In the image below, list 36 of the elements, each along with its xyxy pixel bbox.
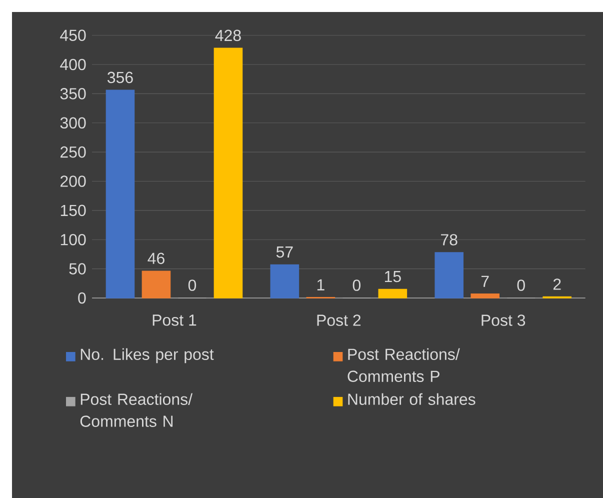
y-tick-label: 200 <box>60 176 86 187</box>
y-tick-label: 250 <box>60 146 86 158</box>
data-label: 0 <box>352 280 360 291</box>
bar <box>270 264 300 298</box>
legend-label: Number of shares <box>348 393 476 405</box>
x-tick-label: Post 3 <box>482 314 526 326</box>
y-tick-label: 400 <box>60 58 86 70</box>
data-label: 57 <box>276 246 293 258</box>
legend-label: Post Reactions/ Comments N <box>80 393 193 427</box>
legend-label: Post Reactions/ Comments P <box>348 348 460 382</box>
data-label: 0 <box>517 280 525 291</box>
bar <box>214 48 243 298</box>
data-label: 15 <box>384 271 401 282</box>
y-tick-label: 300 <box>60 117 86 129</box>
bar <box>470 294 500 298</box>
data-label: 428 <box>215 30 241 42</box>
x-tick-label: Post 2 <box>317 314 361 326</box>
y-tick-label: 450 <box>60 30 86 41</box>
data-label: 7 <box>481 276 489 287</box>
y-tick-label: 100 <box>60 234 86 246</box>
bar <box>142 270 171 298</box>
bar <box>434 252 464 298</box>
data-label: 78 <box>441 234 458 246</box>
y-tick-label: 150 <box>60 204 86 216</box>
data-label: 2 <box>553 278 561 290</box>
bar <box>106 90 135 298</box>
data-label: 1 <box>317 279 324 290</box>
x-tick-label: Post 1 <box>152 314 196 326</box>
data-label: 46 <box>148 252 164 264</box>
y-tick-label: 350 <box>60 88 86 100</box>
data-label: 356 <box>107 72 133 84</box>
data-label: 0 <box>188 280 196 291</box>
bar <box>378 288 408 298</box>
legend-label: No. Likes per post <box>80 348 214 364</box>
y-tick-label: 50 <box>69 263 86 274</box>
y-tick-label: 0 <box>78 292 86 304</box>
